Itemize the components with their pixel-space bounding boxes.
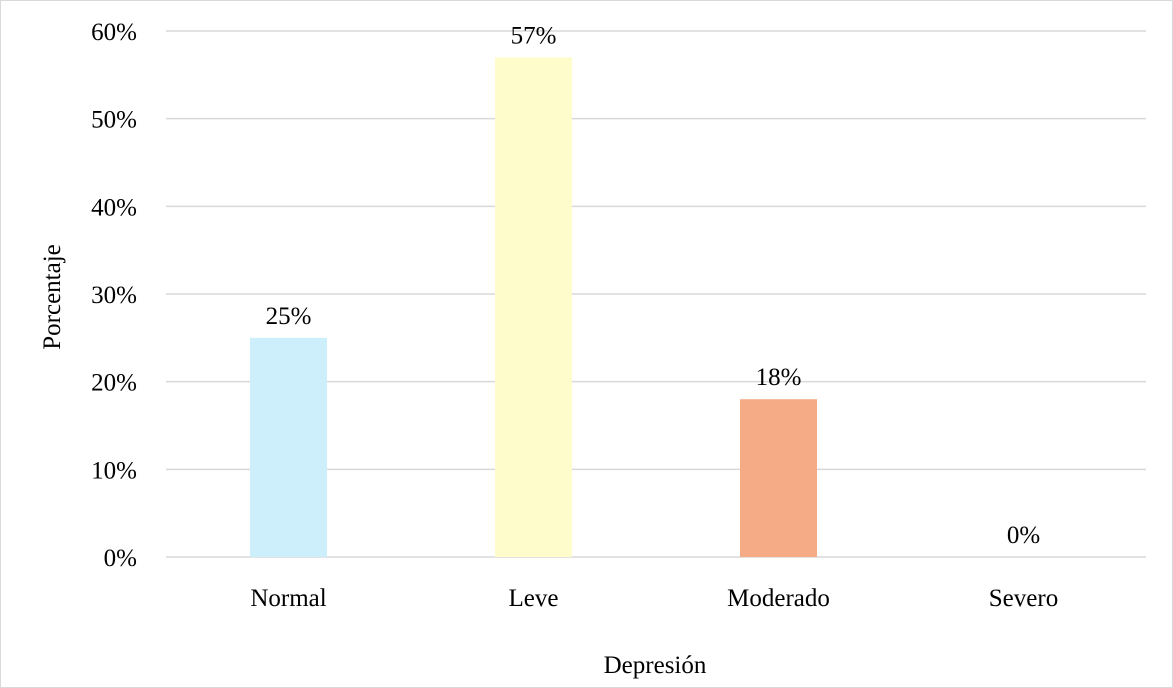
category-labels: Normal Leve Moderado Severo [250,585,1058,612]
y-tick-label-4: 40% [91,194,137,221]
bar-normal [250,337,327,557]
data-label-normal: 25% [266,303,312,330]
y-tick-label-1: 10% [91,457,137,484]
y-tick-label-2: 20% [91,370,137,397]
bar-moderado [740,399,817,557]
category-label-normal: Normal [250,585,326,612]
data-label-leve: 57% [511,22,557,49]
category-label-leve: Leve [509,585,559,612]
y-tick-label-5: 50% [91,107,137,134]
y-axis-title: Porcentaje [39,244,66,350]
y-tick-label-0: 0% [104,545,137,572]
bar-leve [495,57,572,558]
bars [250,57,817,558]
data-label-severo: 0% [1007,522,1040,549]
y-tick-label-3: 30% [91,282,137,309]
y-tick-label-6: 60% [91,19,137,46]
data-label-moderado: 18% [756,364,802,391]
category-label-moderado: Moderado [727,585,830,612]
gridlines [166,30,1146,558]
y-tick-labels: 0% 10% 20% 30% 40% 50% 60% [91,19,137,572]
x-axis-title: Depresión [604,652,707,679]
data-labels: 25% 57% 18% 0% [266,22,1041,549]
category-label-severo: Severo [989,585,1058,612]
